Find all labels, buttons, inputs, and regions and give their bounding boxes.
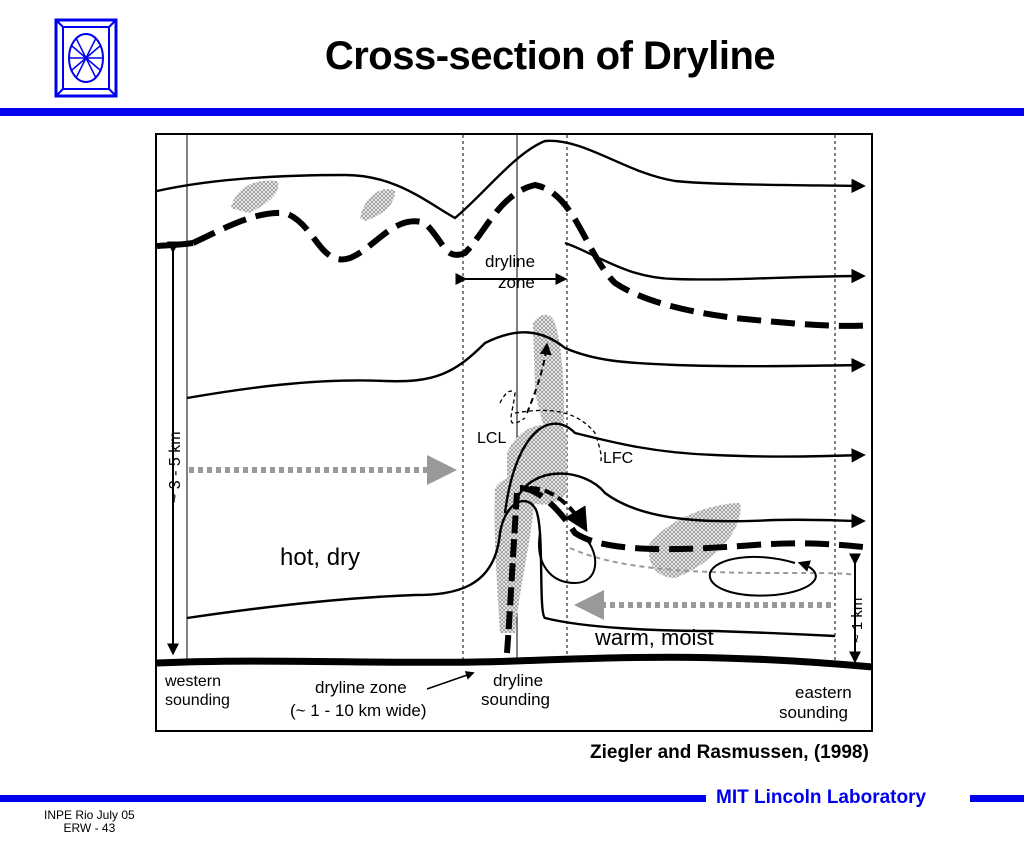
eastern-sounding-label-1: eastern	[795, 683, 852, 702]
figure-frame	[155, 133, 873, 732]
figure-citation: Ziegler and Rasmussen, (1998)	[590, 742, 869, 763]
ground-surface	[156, 653, 873, 671]
footer-line-2: ERW - 43	[63, 821, 116, 835]
height-3-5km-label: ~ 3 - 5 km	[167, 431, 184, 503]
lcl-curve	[499, 390, 526, 424]
dryline-sounding-label-2: sounding	[481, 690, 550, 709]
height-1km-label: ~ 1 km	[849, 598, 866, 643]
warm-moist-label: warm, moist	[594, 625, 714, 650]
hot-dry-label: hot, dry	[280, 544, 360, 571]
bottom-divider-left	[0, 795, 706, 802]
grey-dashed-inner	[569, 547, 856, 576]
dryline-zone-top-label-1: dryline	[485, 252, 535, 271]
top-divider	[0, 108, 1024, 116]
lcl-label: LCL	[477, 430, 506, 447]
western-sounding-label-2: sounding	[165, 692, 230, 709]
isentropes	[156, 139, 866, 638]
western-sounding-label-1: western	[164, 673, 221, 690]
dryline-cross-section-diagram: dryline zone LCL LFC hot, dry warm, mois…	[155, 133, 873, 732]
slide-footer: INPE Rio July 05 ERW - 43	[44, 809, 135, 835]
right-rotor-loop	[708, 556, 817, 597]
dryline-sounding-label-1: dryline	[493, 671, 543, 690]
cloud-base-dashed-lines	[191, 181, 873, 553]
dryline-zone-top-label-2: zone	[498, 273, 535, 292]
page-title: Cross-section of Dryline	[324, 34, 776, 78]
lfc-label: LFC	[603, 450, 633, 467]
dryline-boundary	[504, 492, 520, 654]
bottom-divider-right	[970, 795, 1024, 802]
dryline-zone-pointer	[426, 671, 475, 690]
ground-left-segment	[156, 240, 194, 249]
dryline-zone-bottom-label-2: (~ 1 - 10 km wide)	[290, 701, 427, 720]
inflow-arrow	[529, 486, 588, 533]
left-rotor-loop	[538, 532, 597, 585]
footer-line-1: INPE Rio July 05	[44, 808, 135, 822]
mit-lincoln-logo	[54, 18, 118, 98]
lfc-curve	[514, 409, 602, 464]
dryline-zone-bottom-label-1: dryline zone	[315, 678, 407, 697]
lab-name: MIT Lincoln Laboratory	[716, 787, 927, 808]
eastern-sounding-label-2: sounding	[779, 703, 848, 722]
updraft-arrow	[526, 342, 552, 414]
